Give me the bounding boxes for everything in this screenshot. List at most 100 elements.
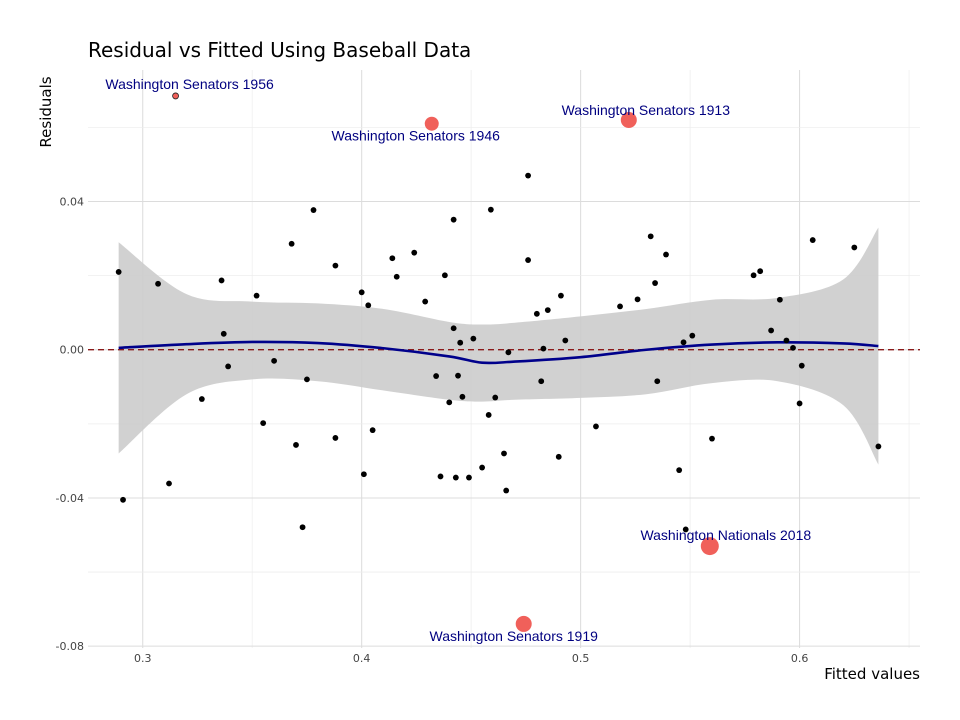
data-point [479, 464, 486, 471]
data-point [776, 296, 783, 303]
data-point [485, 412, 492, 418]
outlier-label: Washington Nationals 2018 [640, 527, 811, 543]
outlier-label: Washington Senators 1913 [562, 102, 731, 118]
data-point [501, 450, 507, 457]
data-point [441, 272, 448, 279]
data-point [422, 298, 429, 305]
data-point [533, 310, 540, 317]
data-point [798, 362, 805, 369]
data-point [389, 255, 396, 262]
data-point [198, 396, 205, 402]
data-point [115, 269, 122, 275]
outlier-point [172, 92, 179, 100]
data-point [634, 296, 641, 303]
data-point [288, 240, 295, 247]
data-point [689, 332, 696, 339]
data-point [437, 473, 444, 480]
outlier-labels: Washington Senators 1956 Washington Senat… [105, 76, 811, 644]
outlier-points [172, 92, 719, 632]
data-point [450, 325, 457, 332]
data-point [562, 337, 569, 344]
y-axis-ticks: -0.08 -0.04 0.00 0.04 [56, 196, 84, 654]
data-point [166, 480, 172, 487]
y-tick-label: 0.04 [60, 196, 85, 209]
outlier-point [620, 112, 637, 129]
outlier-point [515, 615, 532, 632]
smooth-line [118, 340, 879, 365]
data-point [875, 443, 882, 450]
data-point [783, 337, 790, 344]
data-point [260, 420, 267, 426]
data-point [709, 435, 715, 442]
outlier-label: Washington Senators 1956 [105, 76, 274, 92]
data-point [809, 237, 816, 243]
data-point [446, 399, 453, 406]
x-tick-label: 0.5 [572, 652, 590, 665]
data-point [851, 244, 858, 251]
data-point [310, 207, 317, 213]
data-point [120, 496, 126, 503]
outlier-point [424, 116, 439, 131]
data-point [459, 393, 466, 400]
data-point [393, 273, 400, 280]
data-point [525, 172, 531, 179]
y-axis-title: Residuals [37, 76, 55, 147]
outlier-point [700, 537, 719, 556]
y-tick-label: 0.00 [60, 344, 85, 357]
data-point [790, 344, 796, 351]
data-point [332, 262, 339, 269]
data-point [293, 442, 299, 448]
data-point [796, 400, 803, 407]
data-point [505, 349, 512, 356]
x-tick-label: 0.3 [134, 652, 152, 665]
outlier-label: Washington Senators 1919 [430, 628, 599, 644]
data-point [525, 257, 531, 263]
loess-line [118, 340, 879, 365]
data-point [555, 453, 562, 460]
data-point [218, 277, 225, 284]
data-points [115, 172, 882, 533]
x-axis-title: Fitted values [824, 665, 920, 683]
y-tick-label: -0.08 [56, 640, 84, 653]
data-point [654, 378, 661, 385]
data-point [271, 357, 278, 364]
data-point [369, 427, 376, 434]
outlier-label: Washington Senators 1946 [332, 128, 501, 144]
data-point [358, 289, 365, 296]
data-point [455, 372, 461, 379]
data-point [450, 216, 457, 223]
data-point [452, 474, 459, 481]
data-point [299, 524, 306, 531]
data-point [253, 292, 260, 299]
data-point [411, 249, 418, 256]
data-point [457, 339, 464, 346]
data-point [652, 280, 658, 286]
data-point [487, 206, 494, 213]
data-point [750, 272, 757, 279]
data-point [433, 373, 440, 379]
data-point [466, 474, 472, 481]
data-point [663, 251, 669, 258]
data-point [360, 471, 367, 478]
data-point [220, 330, 227, 337]
x-axis-ticks: 0.3 0.4 0.5 0.6 [134, 652, 808, 665]
data-point [540, 345, 547, 352]
confidence-band-area [118, 227, 879, 465]
x-tick-label: 0.4 [353, 652, 371, 665]
data-point [155, 280, 161, 287]
data-point [647, 233, 654, 240]
data-point [365, 302, 372, 309]
data-point [617, 303, 623, 310]
data-point [558, 292, 564, 299]
data-point [544, 307, 551, 313]
y-tick-label: -0.04 [56, 492, 84, 505]
data-point [768, 327, 775, 334]
data-point [492, 394, 499, 401]
data-point [680, 339, 687, 346]
data-point [682, 526, 689, 533]
data-point [225, 363, 232, 370]
data-point [538, 378, 545, 385]
data-point [470, 335, 477, 342]
data-point [503, 487, 510, 494]
